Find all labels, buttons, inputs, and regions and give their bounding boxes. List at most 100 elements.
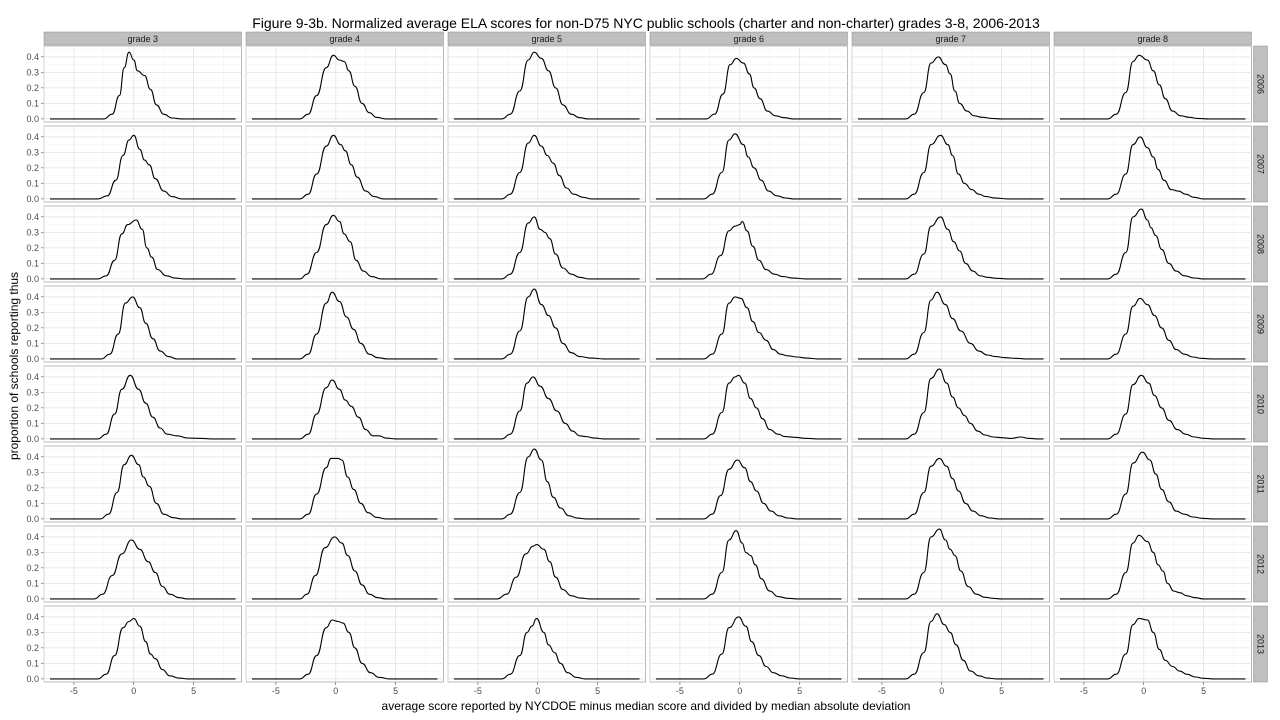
facet-panel xyxy=(447,445,646,523)
row-strip xyxy=(1253,45,1268,123)
y-tick-label: 0.1 xyxy=(26,178,39,188)
density-line-grade-6-2012 xyxy=(656,530,842,600)
facet-panel xyxy=(851,45,1050,123)
density-line-grade-7-2006 xyxy=(858,56,1044,120)
facet-panel xyxy=(1053,205,1252,283)
x-tick-label: 5 xyxy=(191,686,196,696)
column-strip-label: grade 6 xyxy=(733,34,764,44)
y-tick-label: 0.2 xyxy=(26,323,39,333)
y-tick-label: 0.0 xyxy=(26,514,39,524)
facet-panel xyxy=(245,525,444,603)
density-line-grade-4-2012 xyxy=(252,536,438,600)
y-tick-label: 0.0 xyxy=(26,354,39,364)
density-line-grade-4-2009 xyxy=(252,291,438,360)
column-strip-label: grade 4 xyxy=(329,34,360,44)
row-strip xyxy=(1253,205,1268,283)
density-line-grade-5-2010 xyxy=(454,376,640,440)
density-line-grade-8-2008 xyxy=(1060,208,1246,280)
density-line-grade-5-2013 xyxy=(453,617,640,680)
facet-panel xyxy=(245,205,444,283)
facet-panel xyxy=(1053,445,1252,523)
row-strip-label: 2007 xyxy=(1256,154,1266,174)
density-line-grade-3-2008 xyxy=(50,219,236,280)
x-tick-label: -5 xyxy=(1080,686,1088,696)
y-tick-label: 0.3 xyxy=(26,147,39,157)
y-tick-label: 0.4 xyxy=(26,372,39,382)
density-line-grade-7-2009 xyxy=(858,291,1044,360)
density-line-grade-3-2007 xyxy=(49,134,236,200)
row-strip-label: 2012 xyxy=(1256,554,1266,574)
density-line-grade-5-2008 xyxy=(454,216,640,280)
y-tick-label: 0.3 xyxy=(26,307,39,317)
density-line-grade-3-2013 xyxy=(49,617,236,680)
column-strip xyxy=(851,31,1050,46)
y-tick-label: 0.3 xyxy=(26,227,39,237)
y-tick-label: 0.2 xyxy=(26,563,39,573)
y-tick-label: 0.0 xyxy=(26,274,39,284)
row-strip-label: 2010 xyxy=(1256,394,1266,414)
y-tick-label: 0.4 xyxy=(26,212,39,222)
density-line-grade-3-2011 xyxy=(49,454,236,520)
facet-panel xyxy=(245,285,444,363)
column-strip xyxy=(447,31,646,46)
y-tick-label: 0.3 xyxy=(26,67,39,77)
density-line-grade-6-2008 xyxy=(656,220,842,280)
facet-panel xyxy=(447,525,646,603)
y-tick-label: 0.1 xyxy=(26,578,39,588)
row-strip-label: 2008 xyxy=(1256,234,1266,254)
x-tick-label: 5 xyxy=(797,686,802,696)
column-strip-label: grade 5 xyxy=(531,34,562,44)
density-line-grade-7-2008 xyxy=(858,216,1044,280)
density-line-grade-7-2007 xyxy=(857,134,1044,200)
x-tick-label: 5 xyxy=(999,686,1004,696)
facet-panel xyxy=(1053,285,1252,363)
density-line-grade-5-2012 xyxy=(454,544,640,600)
y-tick-label: 0.0 xyxy=(26,194,39,204)
facet-panel xyxy=(447,605,646,683)
x-tick-label: 0 xyxy=(535,686,540,696)
density-line-grade-4-2008 xyxy=(252,214,438,280)
y-tick-label: 0.0 xyxy=(26,594,39,604)
y-tick-label: 0.1 xyxy=(26,418,39,428)
facet-panel xyxy=(43,605,242,683)
y-axis-title: proportion of schools reporting thus xyxy=(7,272,21,460)
facet-panel xyxy=(447,285,646,363)
column-strip-label: grade 8 xyxy=(1137,34,1168,44)
y-tick-label: 0.4 xyxy=(26,132,39,142)
density-line-grade-5-2011 xyxy=(453,448,640,520)
x-tick-label: 5 xyxy=(1201,686,1206,696)
density-line-grade-5-2007 xyxy=(453,134,640,200)
facet-panel xyxy=(851,285,1050,363)
facet-panel xyxy=(851,205,1050,283)
row-strip xyxy=(1253,365,1268,443)
facet-panel xyxy=(245,125,444,203)
facet-panel xyxy=(1053,45,1252,123)
column-strip xyxy=(649,31,848,46)
y-tick-label: 0.2 xyxy=(26,243,39,253)
facet-panel xyxy=(43,365,242,443)
facet-panel xyxy=(649,205,848,283)
y-tick-label: 0.1 xyxy=(26,258,39,268)
density-line-grade-4-2006 xyxy=(252,54,438,120)
facet-panel xyxy=(245,45,444,123)
density-line-grade-5-2006 xyxy=(454,51,640,120)
density-line-grade-3-2012 xyxy=(50,539,236,600)
facet-panel xyxy=(43,205,242,283)
facet-panel xyxy=(447,205,646,283)
facet-panel xyxy=(649,45,848,123)
y-tick-label: 0.3 xyxy=(26,627,39,637)
density-line-grade-6-2010 xyxy=(656,374,842,440)
facet-panel xyxy=(43,125,242,203)
x-tick-label: -5 xyxy=(474,686,482,696)
row-strip xyxy=(1253,445,1268,523)
density-line-grade-7-2012 xyxy=(858,528,1044,600)
y-tick-label: 0.0 xyxy=(26,114,39,124)
y-tick-label: 0.2 xyxy=(26,643,39,653)
density-line-grade-6-2013 xyxy=(655,616,842,680)
y-tick-label: 0.4 xyxy=(26,452,39,462)
density-line-grade-7-2010 xyxy=(858,368,1044,440)
row-strip xyxy=(1253,605,1268,683)
x-tick-label: -5 xyxy=(272,686,280,696)
x-axis-title: average score reported by NYCDOE minus m… xyxy=(382,699,911,713)
